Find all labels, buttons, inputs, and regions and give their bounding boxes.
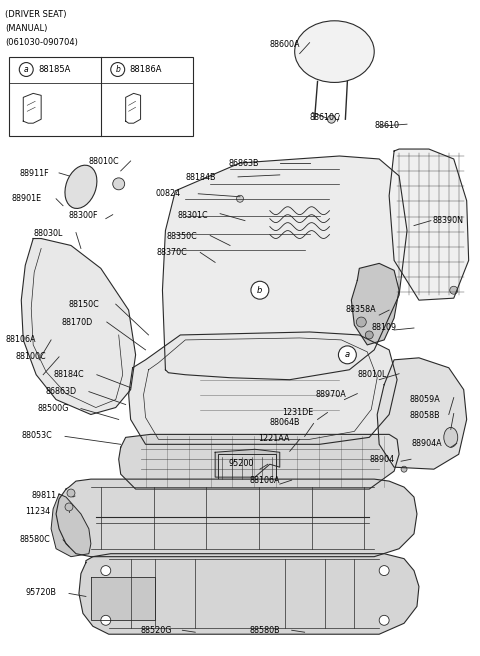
Text: 88010L: 88010L [357, 370, 387, 379]
Text: a: a [24, 65, 28, 74]
Text: 88350C: 88350C [167, 232, 197, 241]
Text: 88059A: 88059A [409, 395, 440, 403]
Polygon shape [162, 156, 407, 380]
Circle shape [338, 346, 356, 364]
Bar [218, 454, 276, 482]
Text: 88904: 88904 [369, 455, 395, 464]
Text: 88300F: 88300F [69, 211, 98, 220]
Polygon shape [79, 554, 419, 634]
Circle shape [379, 615, 389, 625]
Text: b: b [115, 65, 120, 74]
Text: 86863B: 86863B [228, 159, 259, 168]
Text: 88150C: 88150C [69, 300, 100, 309]
Text: 88580B: 88580B [250, 626, 281, 635]
Text: 95720B: 95720B [25, 588, 56, 598]
Text: 88301C: 88301C [178, 211, 208, 220]
Text: 88358A: 88358A [346, 305, 376, 314]
Polygon shape [21, 239, 136, 415]
Circle shape [101, 615, 111, 625]
Text: 88186A: 88186A [130, 65, 162, 74]
Text: 89811: 89811 [31, 491, 56, 500]
Text: 88185A: 88185A [38, 65, 71, 74]
Text: 88911F: 88911F [19, 169, 49, 178]
Text: 1221AA: 1221AA [258, 434, 289, 443]
Ellipse shape [65, 165, 97, 209]
Text: 95200: 95200 [228, 459, 253, 468]
Polygon shape [215, 449, 280, 477]
Text: 88904A: 88904A [412, 440, 443, 448]
Text: 88109: 88109 [371, 323, 396, 332]
Text: 88100C: 88100C [15, 352, 46, 361]
Circle shape [67, 489, 75, 497]
Ellipse shape [295, 21, 374, 83]
Text: 88600A: 88600A [270, 39, 300, 49]
Bar [9, 56, 193, 136]
Text: 88370C: 88370C [156, 249, 187, 257]
Circle shape [401, 466, 407, 472]
Circle shape [113, 178, 125, 190]
Text: 88010C: 88010C [89, 157, 120, 166]
Polygon shape [377, 358, 467, 469]
Text: 1231DE: 1231DE [282, 407, 313, 417]
Circle shape [101, 565, 111, 575]
Text: 00824: 00824 [156, 189, 180, 198]
Text: 88064B: 88064B [270, 419, 300, 428]
Text: 88520G: 88520G [141, 626, 172, 635]
Text: 88106A: 88106A [5, 335, 36, 344]
Circle shape [327, 115, 336, 123]
Text: 88058B: 88058B [409, 411, 440, 420]
Polygon shape [91, 577, 156, 621]
Polygon shape [51, 494, 91, 557]
Text: (MANUAL): (MANUAL) [5, 24, 48, 33]
Text: 88500G: 88500G [37, 403, 69, 413]
Text: 88970A: 88970A [315, 390, 346, 399]
Text: 88170D: 88170D [61, 318, 92, 327]
Circle shape [450, 286, 458, 294]
Text: 88610C: 88610C [310, 113, 340, 122]
Text: 88184B: 88184B [185, 173, 216, 182]
Text: 88610: 88610 [374, 121, 399, 130]
Text: 88053C: 88053C [21, 432, 52, 440]
Text: 88184C: 88184C [53, 370, 84, 379]
Circle shape [251, 281, 269, 299]
Circle shape [356, 317, 366, 327]
Polygon shape [129, 332, 397, 444]
Text: 88106A: 88106A [250, 476, 280, 485]
Circle shape [65, 503, 73, 511]
Text: 88580C: 88580C [19, 535, 50, 544]
Circle shape [365, 331, 373, 339]
Polygon shape [56, 479, 417, 557]
Text: 88901E: 88901E [12, 194, 41, 203]
Text: (DRIVER SEAT): (DRIVER SEAT) [5, 10, 67, 19]
Ellipse shape [444, 428, 458, 447]
Polygon shape [351, 263, 399, 345]
Polygon shape [119, 434, 399, 489]
Text: b: b [257, 286, 263, 295]
Circle shape [379, 565, 389, 575]
Text: a: a [345, 350, 350, 359]
Text: 11234: 11234 [25, 507, 50, 516]
Circle shape [237, 195, 243, 202]
Text: 88030L: 88030L [33, 228, 62, 237]
Text: 88390N: 88390N [433, 216, 464, 224]
Text: (061030-090704): (061030-090704) [5, 37, 78, 47]
Text: 86863D: 86863D [45, 386, 76, 396]
Polygon shape [389, 149, 468, 300]
